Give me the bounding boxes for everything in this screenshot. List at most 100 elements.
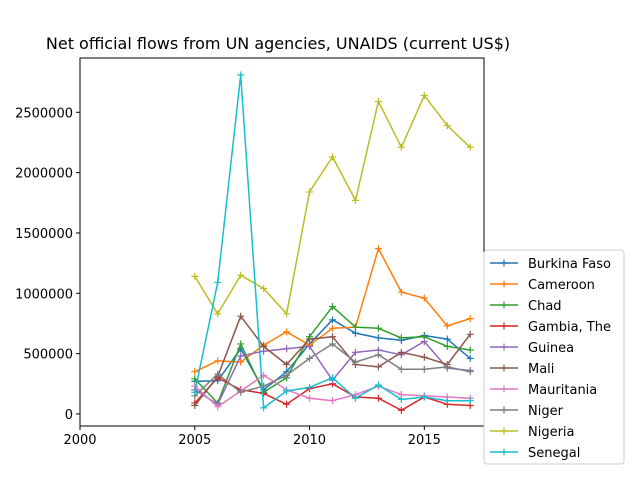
data-point — [397, 288, 405, 296]
legend-marker — [500, 280, 508, 288]
data-point — [420, 393, 428, 401]
data-point — [466, 315, 474, 323]
data-point — [443, 342, 451, 350]
legend-label: Burkina Faso — [528, 257, 611, 272]
legend-marker — [500, 448, 508, 456]
data-point — [306, 383, 314, 391]
legend-item: Nigeria — [490, 425, 575, 440]
data-point — [260, 382, 268, 390]
legend-label: Mauritania — [528, 383, 597, 398]
legend-item: Mali — [490, 362, 554, 377]
data-point — [237, 340, 245, 348]
legend-marker — [500, 301, 508, 309]
legend-item: Guinea — [490, 341, 574, 356]
data-point — [329, 340, 336, 348]
data-point — [351, 323, 359, 331]
series-senegal — [191, 71, 474, 412]
data-point — [283, 360, 291, 368]
legend-marker — [500, 259, 508, 267]
data-point — [374, 324, 382, 332]
x-tick-label: 2005 — [178, 433, 211, 448]
data-point — [351, 348, 359, 356]
data-point — [351, 329, 359, 337]
data-point — [306, 394, 314, 402]
data-point — [306, 188, 314, 196]
data-point — [283, 387, 291, 395]
legend-marker — [500, 343, 508, 351]
data-point — [374, 394, 382, 402]
y-axis: 0 500000 1000000 1500000 2000000 2500000 — [15, 106, 80, 423]
data-point — [329, 374, 336, 382]
data-point — [466, 346, 474, 354]
data-point — [237, 271, 245, 279]
data-point — [397, 143, 405, 151]
data-point — [397, 348, 405, 356]
data-point — [283, 400, 291, 408]
data-point — [443, 335, 451, 343]
data-point — [351, 196, 359, 204]
data-point — [306, 342, 314, 350]
data-point — [443, 363, 451, 371]
data-point — [237, 352, 245, 360]
data-point — [397, 395, 405, 403]
data-point — [191, 401, 199, 409]
x-tick-label: 2015 — [408, 433, 441, 448]
data-point — [214, 370, 222, 378]
data-point — [260, 389, 268, 397]
legend-label: Niger — [528, 404, 564, 419]
legend-item: Niger — [490, 404, 564, 419]
data-point — [466, 354, 474, 362]
data-point — [260, 342, 268, 350]
data-point — [191, 368, 199, 376]
legend-label: Gambia, The — [528, 320, 611, 335]
series-layer — [191, 71, 474, 414]
legend: Burkina Faso Cameroon Chad Gambia, The Guine… — [483, 249, 625, 465]
plot-area-frame — [79, 57, 485, 427]
legend-item: Burkina Faso — [490, 257, 611, 272]
x-axis: 2000 2005 2010 2015 — [63, 426, 441, 448]
data-point — [374, 363, 382, 371]
legend-box — [483, 249, 625, 465]
legend-label: Chad — [528, 299, 562, 314]
data-point — [260, 284, 268, 292]
legend-marker — [500, 364, 508, 372]
y-tick-label: 2000000 — [15, 167, 73, 182]
data-point — [374, 381, 382, 389]
y-tick-label: 1500000 — [15, 227, 73, 242]
data-point — [420, 365, 428, 373]
legend-marker — [500, 406, 508, 414]
data-point — [420, 294, 428, 302]
data-point — [374, 351, 382, 359]
data-point — [283, 371, 291, 379]
data-point — [420, 353, 428, 361]
data-point — [329, 324, 336, 332]
data-point — [420, 91, 428, 99]
data-point — [374, 97, 382, 105]
data-point — [466, 143, 474, 151]
data-point — [443, 122, 451, 130]
data-point — [466, 397, 474, 405]
y-tick-label: 1000000 — [15, 287, 73, 302]
data-point — [214, 278, 222, 286]
data-point — [329, 316, 336, 324]
data-point — [214, 403, 222, 411]
data-point — [466, 368, 474, 376]
data-point — [351, 394, 359, 402]
legend-marker — [500, 385, 508, 393]
data-point — [420, 338, 428, 346]
data-point — [306, 354, 314, 362]
chart-title: Net official flows from UN agencies, UNA… — [46, 34, 510, 53]
data-point — [237, 71, 245, 79]
y-tick-label: 0 — [65, 408, 73, 423]
data-point — [443, 397, 451, 405]
legend-item: Senegal — [490, 446, 580, 461]
legend-item: Cameroon — [490, 278, 595, 293]
legend-marker — [500, 427, 508, 435]
y-tick-label: 2500000 — [15, 106, 73, 121]
data-point — [374, 334, 382, 342]
data-point — [443, 322, 451, 330]
series-niger — [191, 340, 474, 400]
data-point — [283, 345, 291, 353]
legend-item: Chad — [490, 299, 562, 314]
